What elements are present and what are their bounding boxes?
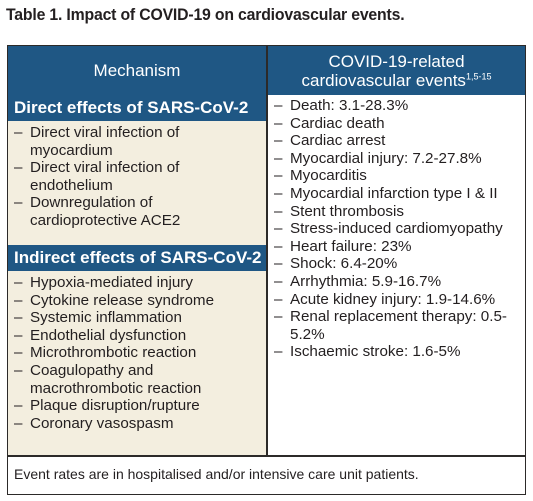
- list-item: Cardiac death: [274, 115, 521, 133]
- list-item: Stress-induced cardiomyopathy: [274, 220, 521, 238]
- list-item: Plaque disruption/rupture: [14, 397, 262, 415]
- list-item: Myocarditis: [274, 167, 521, 185]
- list-item: Arrhythmia: 5.9-16.7%: [274, 273, 521, 291]
- list-item: Direct viral infection of endothelium: [14, 159, 262, 194]
- events-list: Death: 3.1-28.3% Cardiac death Cardiac a…: [274, 97, 521, 361]
- header-mechanism: Mechanism: [8, 46, 266, 95]
- header-events-refs: 1,5-15: [465, 70, 492, 81]
- header-events: COVID-19-related cardiovascular events1,…: [268, 46, 525, 95]
- list-item: Ischaemic stroke: 1.6-5%: [274, 343, 521, 361]
- footnote-divider: [8, 455, 525, 457]
- list-item: Coagulopathy and macrothrombotic reactio…: [14, 362, 262, 397]
- events-column: Death: 3.1-28.3% Cardiac death Cardiac a…: [268, 95, 525, 455]
- list-item: Microthrombotic reaction: [14, 344, 262, 362]
- section-heading-indirect: Indirect effects of SARS-CoV-2: [8, 245, 266, 271]
- list-item: Endothelial dysfunction: [14, 327, 262, 345]
- covid-cardiovascular-table: Mechanism COVID-19-related cardiovascula…: [7, 45, 526, 495]
- table-title: Table 1. Impact of COVID-19 on cardiovas…: [6, 5, 405, 24]
- list-item: Death: 3.1-28.3%: [274, 97, 521, 115]
- list-item: Cardiac arrest: [274, 132, 521, 150]
- direct-effects-list: Direct viral infection of myocardium Dir…: [14, 124, 262, 230]
- section-body-direct: Direct viral infection of myocardium Dir…: [8, 121, 266, 245]
- header-events-line2-text: cardiovascular events: [301, 70, 466, 90]
- list-item: Coronary vasospasm: [14, 415, 262, 433]
- list-item: Systemic inflammation: [14, 309, 262, 327]
- indirect-effects-list: Hypoxia-mediated injury Cytokine release…: [14, 274, 262, 432]
- list-item: Stent thrombosis: [274, 203, 521, 221]
- list-item: Shock: 6.4-20%: [274, 255, 521, 273]
- list-item: Heart failure: 23%: [274, 238, 521, 256]
- list-item: Downregulation of cardioprotective ACE2: [14, 194, 262, 229]
- table-footnote: Event rates are in hospitalised and/or i…: [14, 466, 419, 482]
- header-events-line1: COVID-19-related: [328, 51, 465, 71]
- column-divider: [266, 46, 268, 455]
- list-item: Myocardial infarction type I & II: [274, 185, 521, 203]
- list-item: Renal replacement therapy: 0.5-5.2%: [274, 308, 521, 343]
- header-events-line2: cardiovascular events1,5-15: [302, 71, 492, 90]
- list-item: Hypoxia-mediated injury: [14, 274, 262, 292]
- list-item: Direct viral infection of myocardium: [14, 124, 262, 159]
- section-body-indirect: Hypoxia-mediated injury Cytokine release…: [8, 271, 266, 455]
- list-item: Myocardial injury: 7.2-27.8%: [274, 150, 521, 168]
- list-item: Acute kidney injury: 1.9-14.6%: [274, 291, 521, 309]
- list-item: Cytokine release syndrome: [14, 292, 262, 310]
- section-heading-direct: Direct effects of SARS-CoV-2: [8, 95, 266, 121]
